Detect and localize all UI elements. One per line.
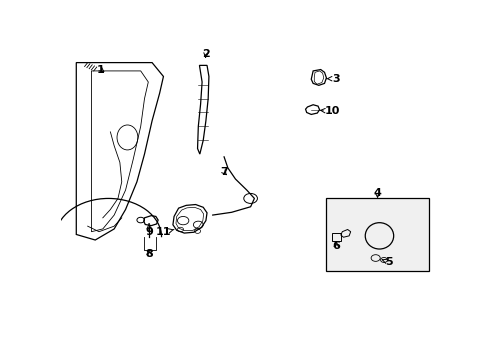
Text: 9: 9	[145, 224, 153, 237]
Text: 7: 7	[220, 167, 227, 177]
Text: 2: 2	[202, 49, 209, 59]
Text: 3: 3	[326, 74, 339, 84]
Text: 4: 4	[373, 188, 381, 198]
Bar	[332, 233, 340, 241]
Text: 11: 11	[155, 227, 174, 237]
Text: 5: 5	[381, 257, 392, 267]
Text: 10: 10	[320, 106, 339, 116]
Text: 8: 8	[145, 249, 153, 259]
Text: 1: 1	[97, 64, 104, 75]
Bar	[326, 198, 428, 270]
Text: 6: 6	[332, 241, 340, 251]
